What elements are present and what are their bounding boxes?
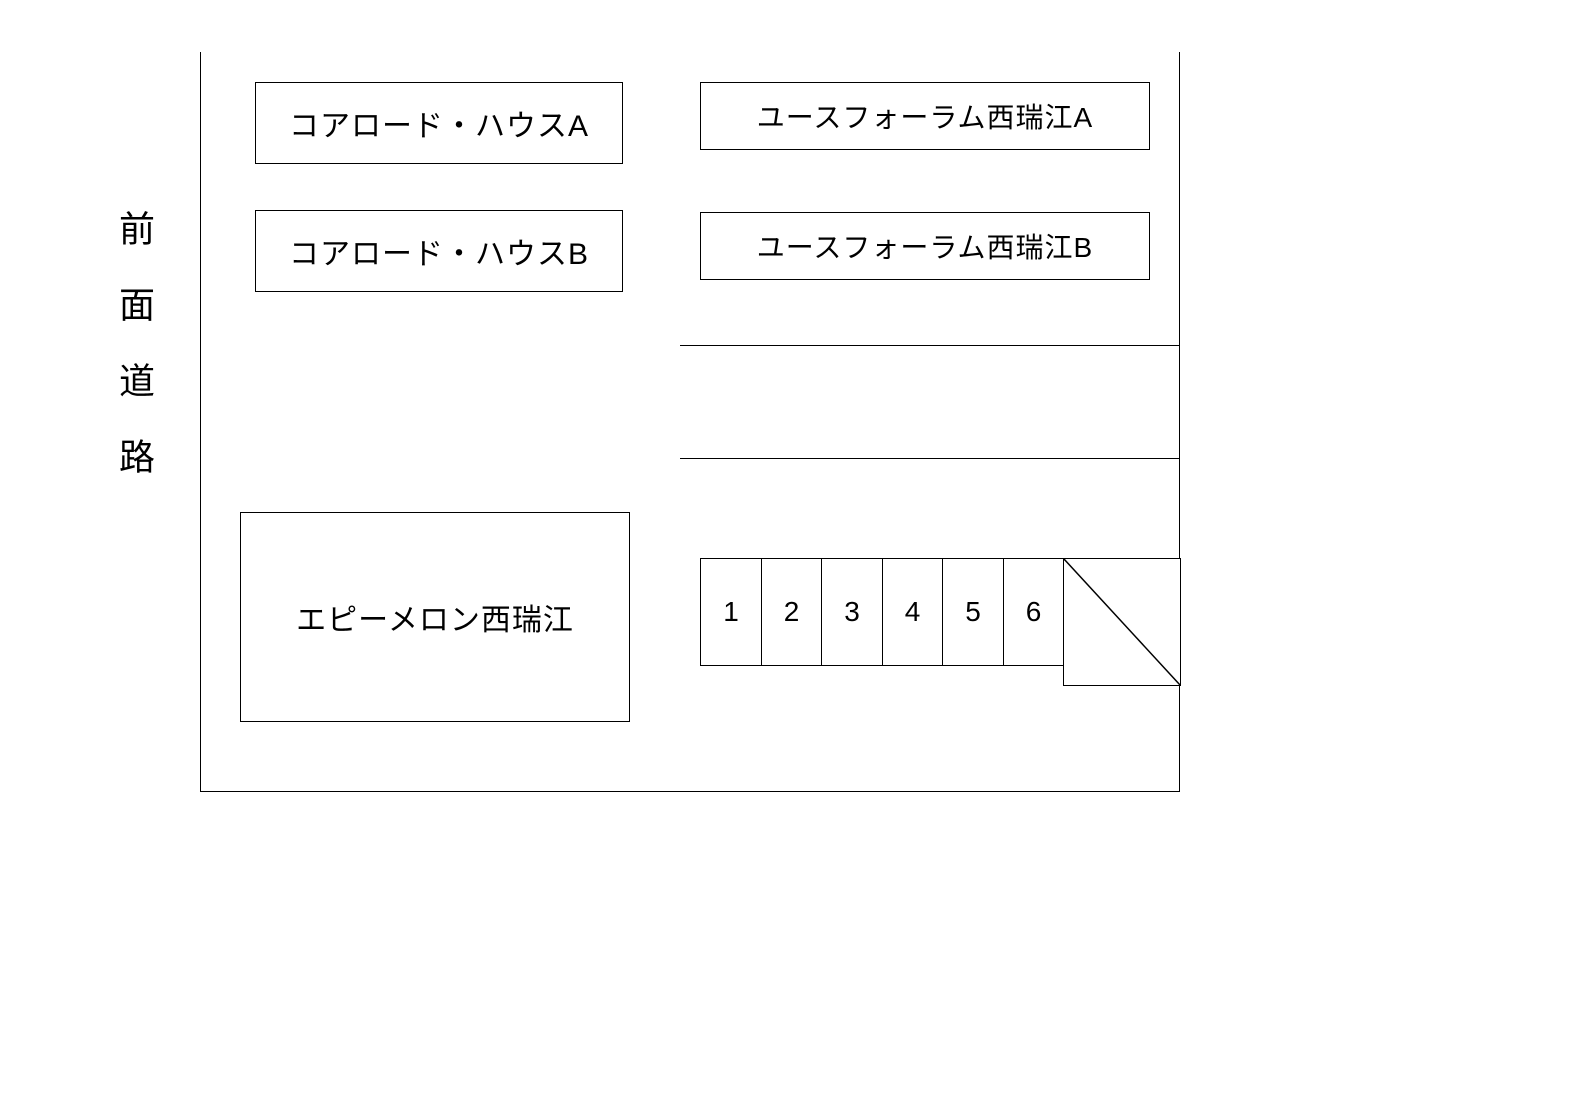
parking-row: 1 2 3 4 5 6 bbox=[700, 558, 1181, 686]
building-core-a: コアロード・ハウスA bbox=[255, 82, 623, 164]
road-label: 前面道路 bbox=[108, 210, 160, 514]
parking-cell-label: 1 bbox=[723, 596, 739, 628]
building-label: エピーメロン西瑞江 bbox=[296, 595, 574, 639]
road-label-text: 前面道路 bbox=[114, 210, 155, 514]
building-core-b: コアロード・ハウスB bbox=[255, 210, 623, 292]
diagonal-icon bbox=[1064, 559, 1180, 685]
parking-cell-3: 3 bbox=[821, 558, 883, 666]
building-label: ユースフォーラム西瑞江B bbox=[757, 226, 1093, 266]
divider-line-1 bbox=[680, 458, 1180, 459]
building-label: コアロード・ハウスA bbox=[289, 101, 589, 145]
parking-cell-label: 3 bbox=[844, 596, 860, 628]
parking-cell-6: 6 bbox=[1003, 558, 1065, 666]
parking-cell-5: 5 bbox=[942, 558, 1004, 666]
parking-cell-2: 2 bbox=[761, 558, 823, 666]
parking-cell-label: 4 bbox=[905, 596, 921, 628]
building-youth-b: ユースフォーラム西瑞江B bbox=[700, 212, 1150, 280]
diagram-canvas: 前面道路 コアロード・ハウスA ユースフォーラム西瑞江A コアロード・ハウスB ユース… bbox=[0, 0, 1579, 1095]
parking-cell-label: 2 bbox=[784, 596, 800, 628]
parking-cell-label: 5 bbox=[965, 596, 981, 628]
building-label: ユースフォーラム西瑞江A bbox=[757, 96, 1093, 136]
parking-cell-4: 4 bbox=[882, 558, 944, 666]
building-youth-a: ユースフォーラム西瑞江A bbox=[700, 82, 1150, 150]
building-label: コアロード・ハウスB bbox=[289, 229, 589, 273]
parking-cell-label: 6 bbox=[1026, 596, 1042, 628]
building-epimelon: エピーメロン西瑞江 bbox=[240, 512, 630, 722]
parking-cell-1: 1 bbox=[700, 558, 762, 666]
parking-blank bbox=[1063, 558, 1181, 686]
divider-line-0 bbox=[680, 345, 1180, 346]
